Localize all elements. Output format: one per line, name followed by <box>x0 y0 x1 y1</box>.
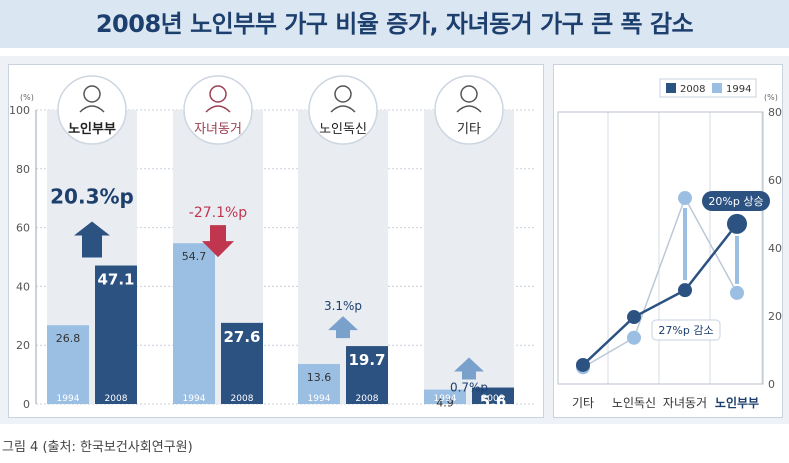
header-banner <box>0 0 789 48</box>
bar-value-label-1994: 13.6 <box>307 371 332 384</box>
bar-year-label: 2008 <box>231 394 254 404</box>
up-arrow-icon <box>74 221 110 258</box>
bar-ytick-label: 40 <box>16 280 30 293</box>
bar-category-label: 노인부부 <box>68 121 116 137</box>
bar-background-column <box>424 110 514 404</box>
bar-value-label-2008: 5.6 <box>480 393 507 411</box>
bar-2008 <box>95 265 137 404</box>
bar-year-label: 1994 <box>183 394 206 404</box>
annotation-badge-increase <box>702 191 770 211</box>
bar-year-label: 2008 <box>482 394 505 404</box>
up-arrow-icon <box>328 316 358 339</box>
bar-1994 <box>298 364 340 404</box>
person-icon <box>209 85 227 103</box>
legend-swatch-1994 <box>712 83 722 93</box>
bar-2008 <box>346 346 388 404</box>
line-ytick-label: 20 <box>768 310 782 323</box>
line-x-label: 자녀동거 <box>663 396 707 410</box>
line-series-1994 <box>582 196 738 368</box>
line-point-2008 <box>627 310 641 325</box>
bar-change-label: 3.1%p <box>324 299 362 313</box>
annotation-increase-label: 20%p 상승 <box>708 195 763 208</box>
up-arrow-icon <box>454 357 484 380</box>
figure-caption: 그림 4 (출처: 한국보건사회연구원) <box>2 440 193 455</box>
person-icon <box>83 85 101 103</box>
category-icon-circle <box>434 75 504 145</box>
bar-1994 <box>173 243 215 404</box>
category-icon-circle <box>308 75 378 145</box>
down-arrow-icon <box>202 225 234 258</box>
bar-category-label: 노인독신 <box>319 122 367 137</box>
bar-value-label-1994: 4.9 <box>436 397 454 410</box>
bar-category-label: 기타 <box>457 122 481 137</box>
annotation-decrease-label: 27%p 감소 <box>658 324 713 337</box>
bar-year-label: 1994 <box>57 394 80 404</box>
bar-year-label: 2008 <box>105 394 128 404</box>
bar-1994 <box>47 325 89 404</box>
line-x-label: 노인독신 <box>612 396 656 410</box>
legend-label: 2008 <box>680 84 705 95</box>
person-icon-body <box>205 105 231 113</box>
person-icon-body <box>330 105 356 113</box>
bar-2008 <box>221 322 263 404</box>
line-point-1994 <box>730 285 744 300</box>
bar-value-label-2008: 27.6 <box>223 328 260 346</box>
line-y-unit: (%) <box>764 93 778 102</box>
bar-value-label-2008: 47.1 <box>97 271 134 289</box>
bar-value-label-2008: 19.7 <box>348 351 385 369</box>
bar-ytick-label: 60 <box>16 222 30 235</box>
category-icon-circle <box>183 75 253 145</box>
line-point-2008 <box>576 357 590 372</box>
bar-ytick-label: 20 <box>16 339 30 352</box>
line-legend-box <box>659 78 757 98</box>
line-point-2008 <box>678 283 692 298</box>
line-ytick-label: 0 <box>768 378 775 391</box>
line-x-label: 기타 <box>572 396 594 410</box>
line-x-label: 노인부부 <box>715 395 759 410</box>
bar-year-label: 2008 <box>356 394 379 404</box>
legend-label: 1994 <box>726 84 751 95</box>
line-plot-border <box>557 111 764 385</box>
person-icon-body <box>79 105 105 113</box>
bar-ytick-label: 0 <box>23 398 30 411</box>
bar-ytick-label: 100 <box>9 104 30 117</box>
bar-y-unit: (%) <box>20 93 34 102</box>
line-chart-panel <box>553 64 783 418</box>
line-ytick-label: 40 <box>768 242 782 255</box>
bar-change-label: -27.1%p <box>189 205 248 221</box>
bar-year-label: 1994 <box>308 394 331 404</box>
line-point-1994 <box>678 191 692 206</box>
bar-change-label: 20.3%p <box>50 185 134 209</box>
category-icon-circle <box>57 75 127 145</box>
bar-category-label: 자녀동거 <box>194 122 242 137</box>
annotation-badge-decrease <box>651 319 721 341</box>
person-icon-body <box>456 105 482 113</box>
bar-1994 <box>424 389 466 404</box>
person-icon <box>460 85 478 103</box>
person-icon <box>334 85 352 103</box>
bar-value-label-1994: 54.7 <box>182 250 207 263</box>
legend-swatch-2008 <box>666 83 676 93</box>
line-ytick-label: 80 <box>768 106 782 119</box>
line-ytick-label: 60 <box>768 174 782 187</box>
line-point-2008 <box>727 213 747 234</box>
page-title: 2008년 노인부부 가구 비율 증가, 자녀동거 가구 큰 폭 감소 <box>95 10 694 38</box>
bar-year-label: 1994 <box>434 394 457 404</box>
bar-2008 <box>472 387 514 404</box>
line-point-1994 <box>627 330 641 345</box>
bar-change-label: 0.7%p <box>450 381 488 395</box>
bar-ytick-label: 80 <box>16 163 30 176</box>
bar-value-label-1994: 26.8 <box>56 332 81 345</box>
line-series-2008 <box>582 223 738 366</box>
